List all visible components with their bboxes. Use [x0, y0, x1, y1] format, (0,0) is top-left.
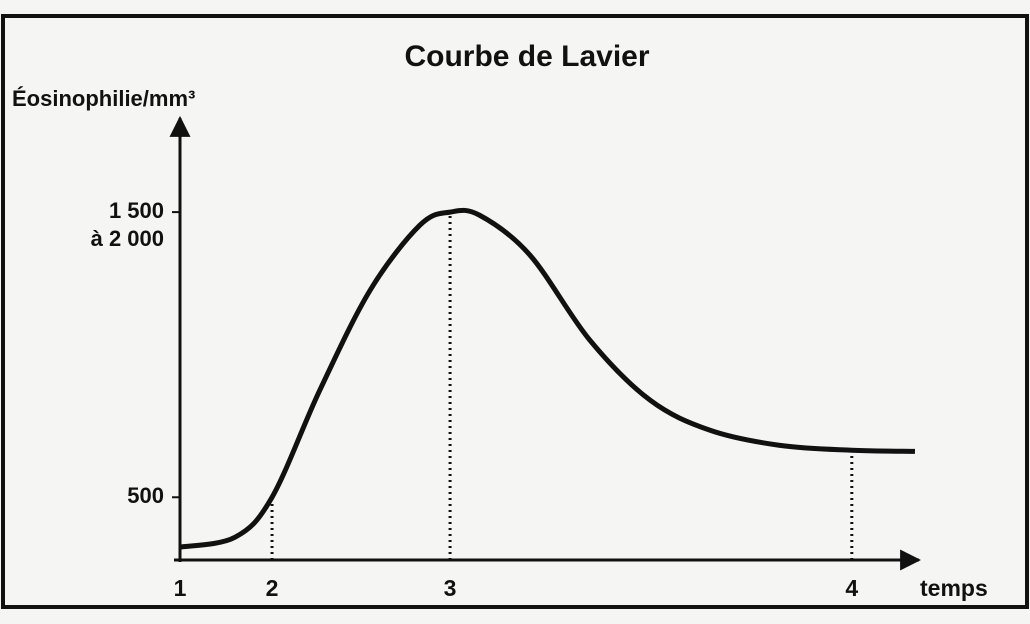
y-tick-label: 1 500 [109, 198, 164, 223]
x-axis-label: temps [920, 575, 988, 601]
y-tick-label: à 2 000 [91, 226, 164, 251]
frame [1, 14, 1029, 609]
x-tick-label: 4 [845, 575, 858, 601]
chart-title: Courbe de Lavier [404, 40, 649, 73]
y-tick-label: 500 [127, 483, 164, 508]
line [179, 207, 916, 550]
x-tick-label: 2 [266, 575, 279, 601]
x-tick-label: 1 [174, 575, 187, 601]
x-tick-label: 3 [444, 575, 457, 601]
y-axis-label: Éosinophilie/mm³ [12, 86, 195, 111]
